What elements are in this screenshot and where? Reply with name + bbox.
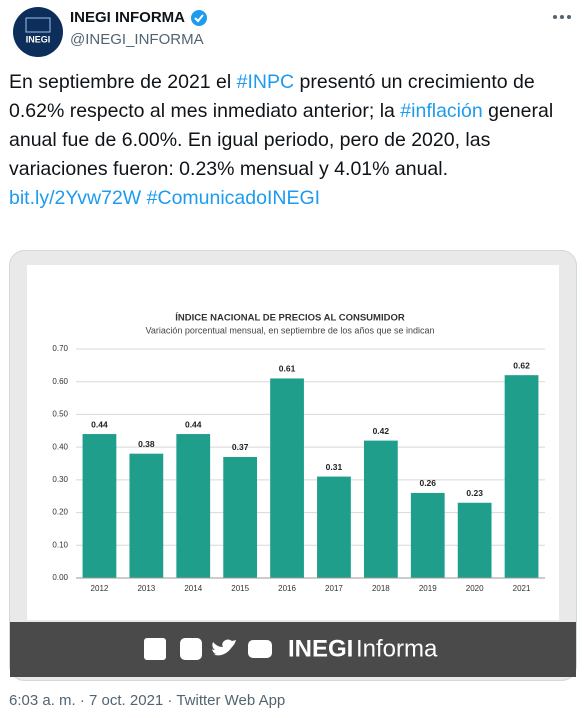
data-label: 0.44 bbox=[185, 419, 202, 429]
data-label: 0.23 bbox=[466, 488, 483, 498]
y-tick-label: 0.20 bbox=[52, 508, 68, 517]
data-label: 0.37 bbox=[232, 442, 249, 452]
bar bbox=[270, 378, 304, 578]
y-tick-label: 0.60 bbox=[52, 377, 68, 386]
data-label: 0.62 bbox=[513, 360, 530, 370]
y-tick-label: 0.70 bbox=[52, 344, 68, 353]
bar bbox=[129, 453, 164, 578]
hashtag[interactable]: #INPC bbox=[236, 71, 295, 93]
brand: Informa bbox=[356, 635, 438, 662]
chart-subtitle: Variación porcentual mensual, en septiem… bbox=[145, 325, 434, 335]
data-label: 0.31 bbox=[326, 462, 343, 472]
avatar-logo bbox=[25, 17, 51, 33]
bar bbox=[82, 434, 117, 578]
chart-title: ÍNDICE NACIONAL DE PRECIOS AL CONSUMIDOR bbox=[175, 313, 405, 324]
bar bbox=[317, 476, 351, 578]
y-tick-label: 0.30 bbox=[52, 475, 68, 484]
x-tick-label: 2016 bbox=[278, 584, 296, 593]
avatar-text: INEGI bbox=[26, 34, 51, 44]
link[interactable]: bit.ly/2Yvw72W bbox=[9, 187, 142, 209]
x-tick-label: 2020 bbox=[466, 584, 484, 593]
verified-check bbox=[194, 14, 204, 23]
data-label: 0.26 bbox=[419, 478, 436, 488]
y-tick-label: 0.40 bbox=[52, 442, 68, 451]
bar bbox=[504, 375, 539, 578]
data-label: 0.44 bbox=[91, 419, 108, 429]
x-tick-label: 2012 bbox=[91, 584, 109, 593]
data-label: 0.38 bbox=[138, 439, 155, 449]
author-handle[interactable]: @INEGI_INFORMA bbox=[70, 31, 204, 48]
author-name[interactable]: INEGI INFORMA bbox=[70, 9, 185, 26]
more-menu[interactable] bbox=[553, 15, 571, 19]
y-tick-label: 0.10 bbox=[52, 540, 68, 549]
bar bbox=[363, 440, 398, 578]
hashtag[interactable]: #inflación bbox=[400, 100, 483, 122]
x-tick-label: 2017 bbox=[325, 584, 343, 593]
brand-bold: INEGI bbox=[288, 635, 353, 662]
y-tick-label: 0.50 bbox=[52, 410, 68, 419]
bar bbox=[223, 456, 258, 578]
data-label: 0.61 bbox=[279, 364, 296, 374]
bar bbox=[410, 492, 445, 578]
verified-badge bbox=[191, 10, 207, 26]
x-tick-label: 2014 bbox=[184, 584, 202, 593]
x-tick-label: 2021 bbox=[513, 584, 531, 593]
x-tick-label: 2015 bbox=[231, 584, 249, 593]
y-tick-label: 0.00 bbox=[52, 573, 68, 582]
bar bbox=[176, 434, 211, 578]
text: En septiembre de 2021 el bbox=[9, 71, 237, 93]
social-icons bbox=[144, 638, 272, 660]
hashtag[interactable]: #ComunicadoINEGI bbox=[146, 187, 321, 209]
image-footer-bar bbox=[10, 622, 576, 677]
text: presentó un crecimiento de 0.62% respect… bbox=[9, 71, 535, 122]
x-tick-label: 2019 bbox=[419, 584, 437, 593]
text: general anual fue de 6.00%. En igual per… bbox=[9, 100, 554, 180]
timestamp[interactable]: 6:03 a. m. · 7 oct. 2021 · Twitter Web A… bbox=[9, 692, 286, 709]
x-tick-label: 2013 bbox=[137, 584, 155, 593]
data-label: 0.42 bbox=[373, 426, 390, 436]
x-tick-label: 2018 bbox=[372, 584, 390, 593]
bar bbox=[457, 502, 492, 578]
tweet-text: En septiembre de 2021 el #INPC presentó … bbox=[9, 68, 575, 213]
